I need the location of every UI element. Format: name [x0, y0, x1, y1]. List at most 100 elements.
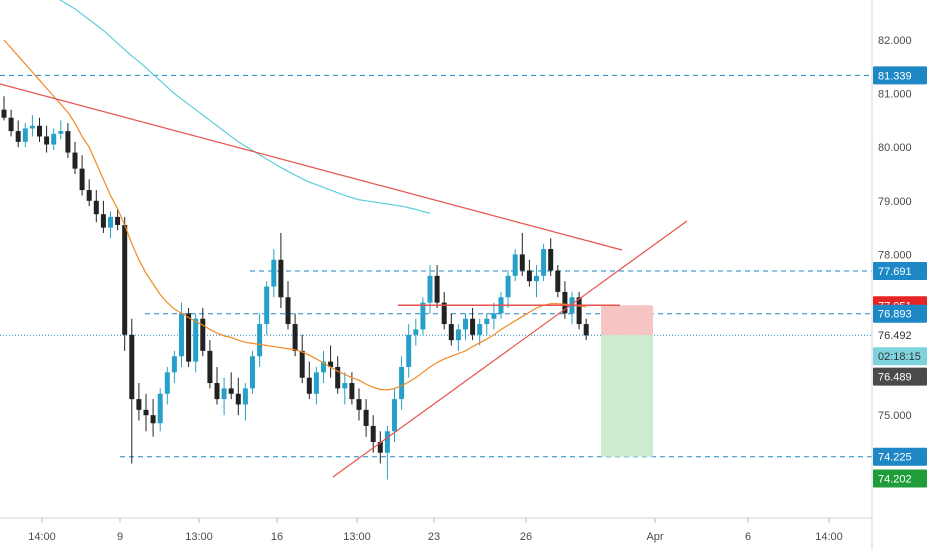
candle-body-down — [86, 190, 92, 201]
ascending-trendline — [332, 220, 688, 478]
candle-body-up — [108, 216, 113, 228]
candle-body-down — [37, 125, 42, 137]
time-tick-label: 14:00 — [28, 531, 56, 543]
candle-body-up — [250, 356, 255, 389]
price-tag-label: 77.691 — [878, 266, 912, 278]
candle-body-up — [406, 334, 412, 367]
candle-body-down — [562, 291, 568, 314]
candle-body-up — [512, 254, 518, 276]
price-tag-bg — [873, 367, 927, 386]
price-tag-label: 76.492 — [878, 330, 912, 342]
price-tag-label: 02:18:15 — [878, 351, 921, 363]
price-tag: 02:18:15 — [873, 347, 927, 366]
candle-body-up — [420, 302, 426, 330]
stop-loss-zone — [601, 305, 653, 336]
price-tag: 76.893 — [873, 304, 927, 323]
price-tick-label: 81.000 — [878, 89, 912, 101]
candle-body-down — [214, 383, 220, 400]
price-tag: 74.202 — [873, 469, 927, 488]
candle-body-up — [541, 249, 547, 276]
candle-body-down — [576, 297, 582, 325]
candle-body-up — [534, 275, 539, 282]
candle-body-down — [79, 168, 85, 191]
candle-body-down — [441, 302, 447, 325]
candle-body-down — [136, 399, 142, 410]
candle-body-down — [8, 117, 14, 132]
candle-body-down — [228, 388, 234, 394]
candle-body-down — [143, 409, 149, 416]
candle-body-down — [370, 425, 376, 442]
price-tag: 76.492 — [873, 326, 927, 345]
candle-body-up — [157, 393, 163, 424]
price-tag-label: 74.225 — [878, 452, 912, 464]
candle-body-up — [164, 372, 170, 394]
candle-body-down — [285, 297, 291, 325]
time-tick-label: 16 — [271, 531, 283, 543]
candle-body-down — [15, 131, 21, 142]
price-tags: 81.33977.69177.05176.89376.49202:18:1576… — [873, 66, 927, 488]
candle-body-down — [328, 361, 334, 367]
time-tick-label: 26 — [520, 531, 532, 543]
time-axis[interactable]: 14:00 9 13:00 16 13:00 23 26 Apr 6 14:00 — [28, 518, 843, 543]
price-tick-label: 80.000 — [878, 142, 912, 154]
price-tick-label: 79.000 — [878, 196, 912, 208]
candle-body-down — [200, 318, 206, 351]
candle-body-down — [526, 270, 532, 282]
candle-body-down — [129, 334, 135, 400]
candle-body-up — [264, 286, 270, 325]
candle-body-up — [221, 388, 227, 400]
trendlines-layer — [0, 83, 688, 478]
candle-body-up — [384, 431, 390, 453]
candle-body-down — [278, 259, 284, 298]
candle-body-down — [448, 324, 454, 341]
time-tick-label: 13:00 — [343, 531, 371, 543]
price-tag: 77.691 — [873, 261, 927, 280]
candle-body-down — [292, 324, 298, 351]
candle-body-down — [519, 254, 525, 271]
candle-body-up — [477, 324, 483, 335]
candle-body-down — [100, 214, 106, 228]
price-tag-label: 76.489 — [878, 372, 912, 384]
candle-body-down — [377, 442, 383, 453]
candle-body-up — [413, 329, 419, 335]
candle-body-up — [399, 366, 405, 400]
candle-body-up — [271, 259, 277, 287]
candle-body-up — [484, 318, 490, 325]
price-tag-bg — [873, 304, 927, 323]
candle-body-down — [434, 275, 440, 303]
candle-body-up — [58, 131, 64, 134]
price-tag-bg — [873, 347, 927, 366]
candle-body-down — [363, 409, 369, 426]
candle-body-down — [186, 313, 192, 362]
take-profit-zone — [601, 335, 653, 457]
candle-body-up — [242, 388, 248, 405]
candle-body-up — [22, 128, 28, 142]
price-tag-bg — [873, 326, 927, 345]
time-tick-label: 6 — [745, 531, 751, 543]
time-tick-label: 9 — [117, 531, 123, 543]
price-tag-bg — [873, 261, 927, 280]
candle-body-up — [342, 383, 348, 389]
candle-body-down — [548, 249, 554, 271]
time-tick-label: Apr — [646, 531, 663, 543]
candle-body-up — [505, 275, 511, 298]
candle-body-down — [470, 318, 476, 335]
time-tick-label: 14:00 — [815, 531, 843, 543]
candle-body-down — [93, 200, 99, 215]
candle-body-down — [299, 350, 305, 378]
descending-trendline — [0, 83, 623, 251]
price-tag: 76.489 — [873, 367, 927, 386]
candle-body-up — [491, 313, 497, 319]
candle-body-down — [65, 131, 71, 153]
moving-average-slow — [59, 0, 431, 214]
candle-body-up — [51, 133, 57, 145]
price-tick-label: 82.000 — [878, 35, 912, 47]
price-tick-label: 75.000 — [878, 410, 912, 422]
candle-body-down — [115, 216, 121, 225]
drawing-layer — [0, 74, 872, 458]
candle-body-down — [44, 136, 50, 145]
price-axis[interactable]: 82.000 81.000 80.000 79.000 78.000 75.000 — [878, 35, 912, 422]
price-tag-bg — [873, 447, 927, 466]
